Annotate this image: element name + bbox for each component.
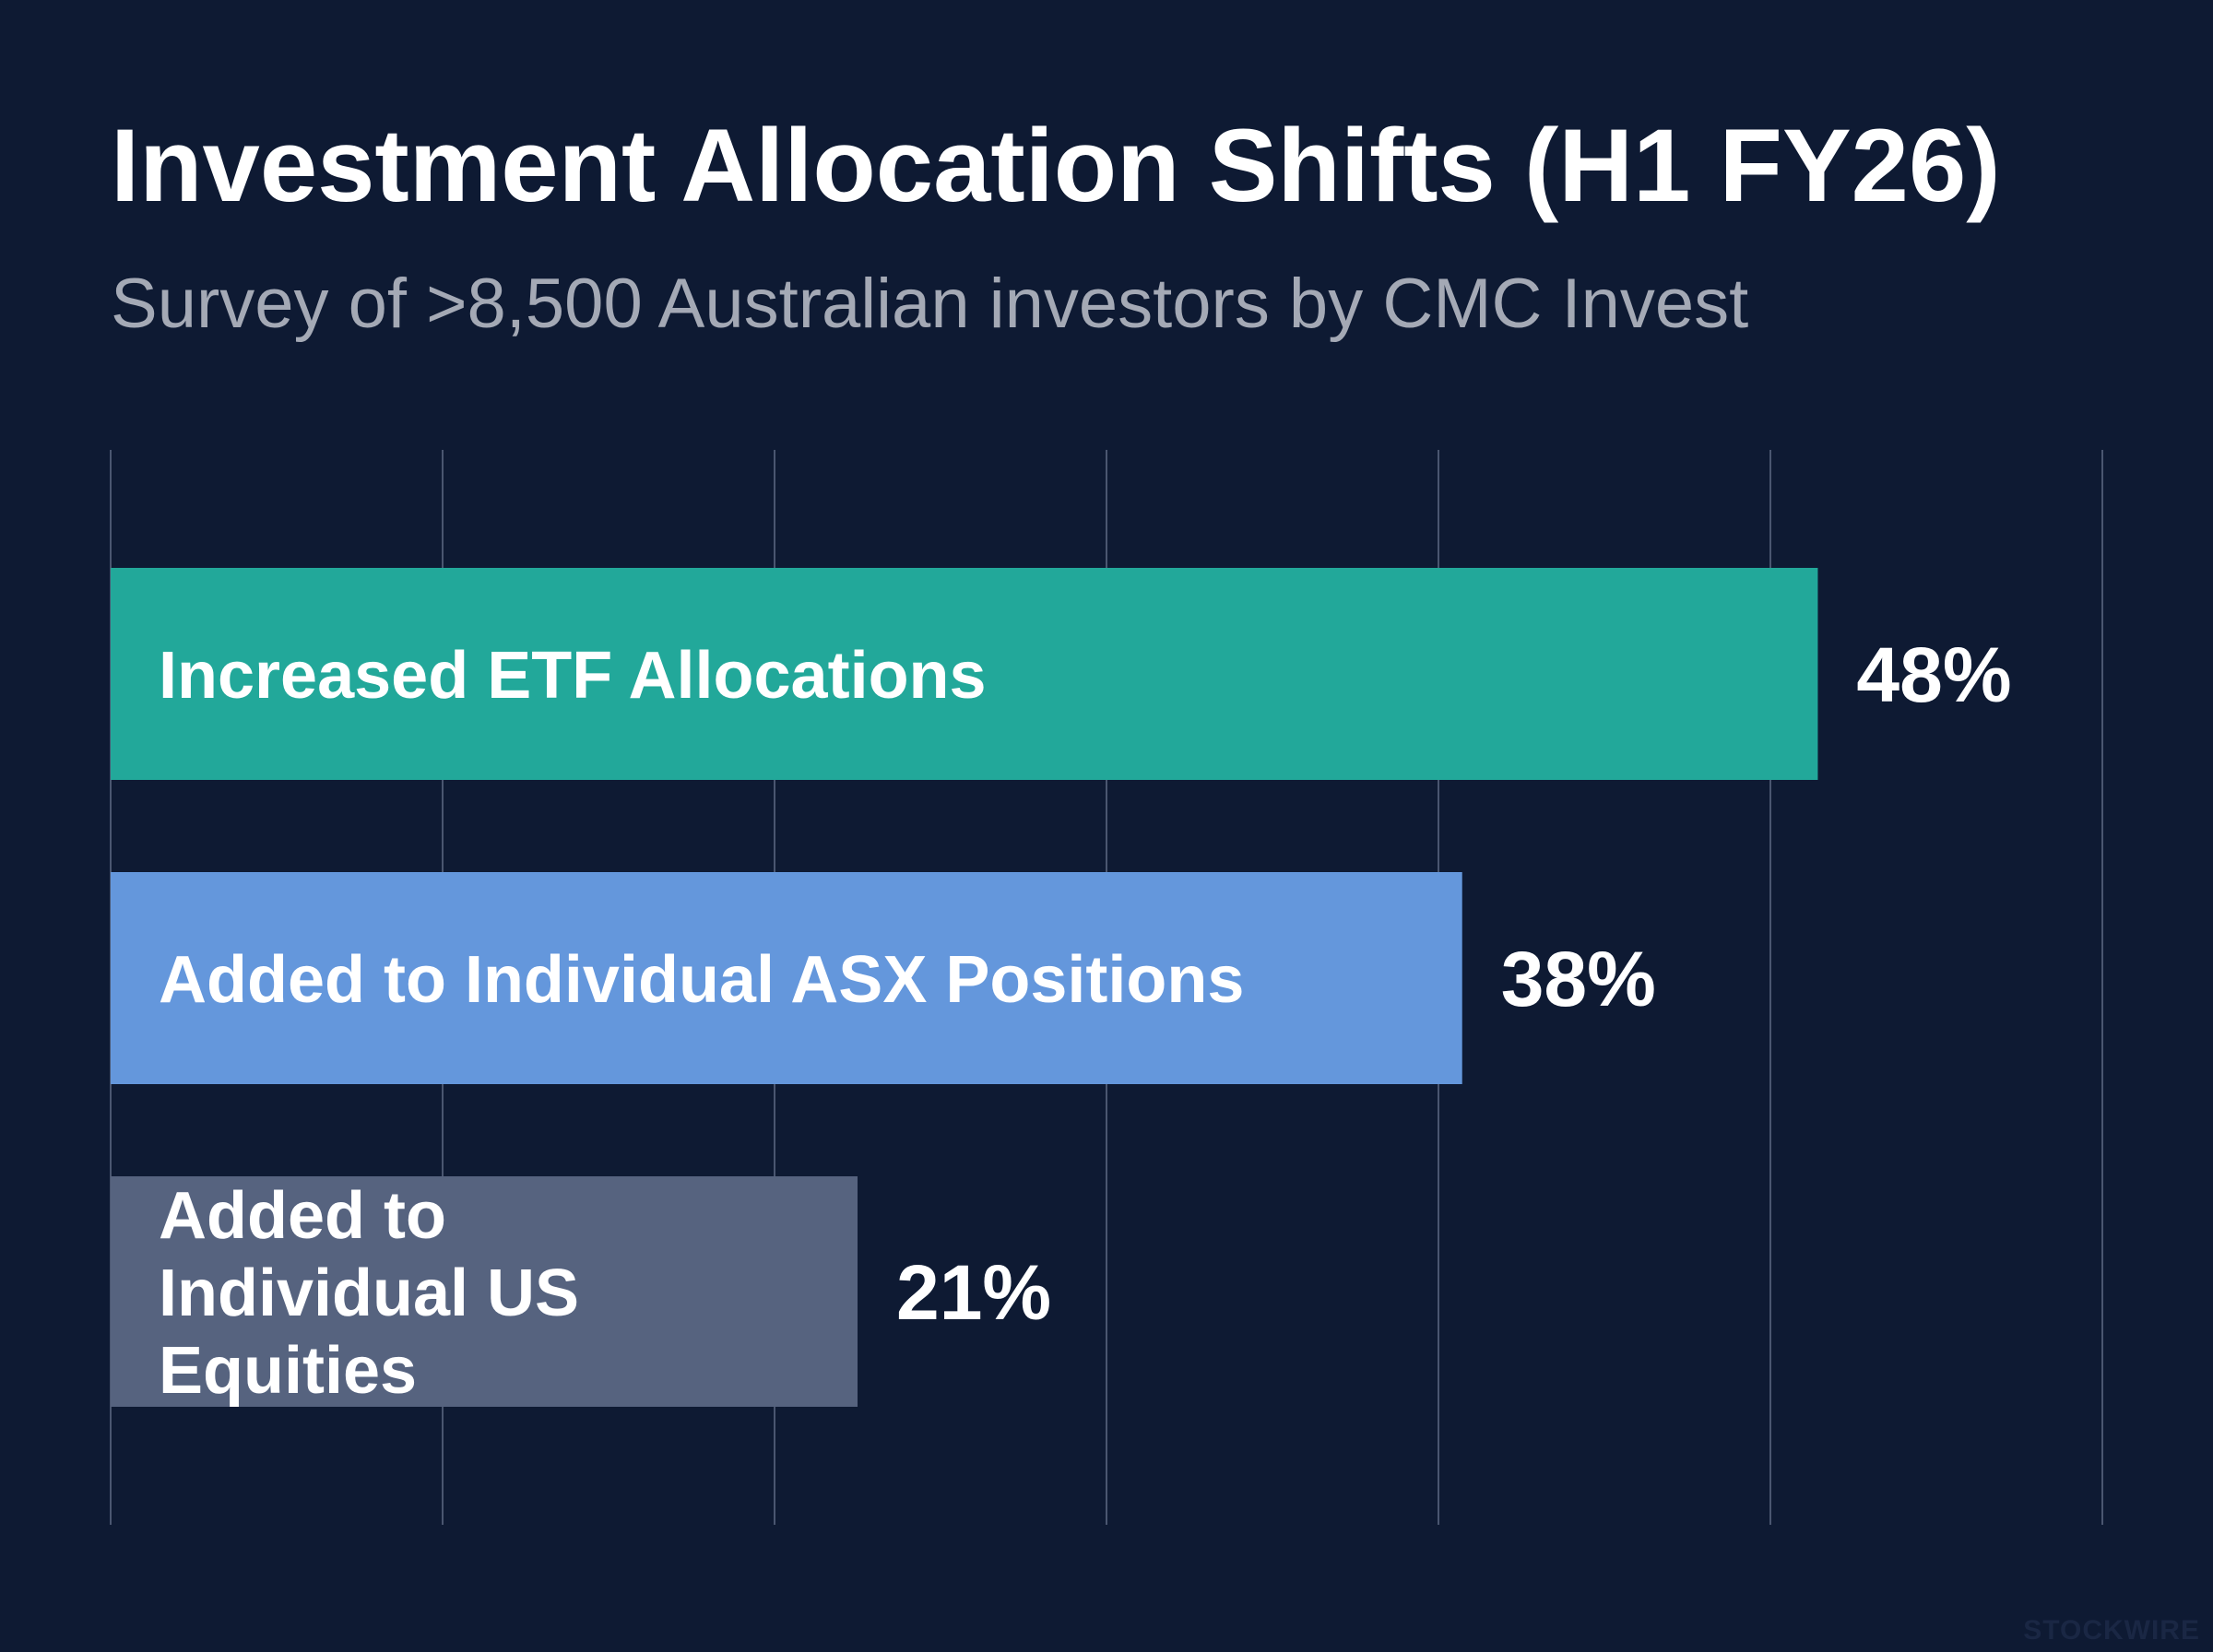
bar-group: Increased ETF Allocations 48% — [111, 568, 2012, 780]
chart-subtitle: Survey of >8,500 Australian investors by… — [111, 265, 1749, 343]
bar-category-label: Increased ETF Allocations — [159, 639, 987, 713]
bar-value-label: 38% — [1501, 936, 1656, 1022]
bars: Increased ETF Allocations 48% Added to Ind… — [111, 568, 2012, 1408]
bar — [111, 568, 1818, 780]
bar-value-label: 21% — [896, 1249, 1051, 1336]
bar — [111, 872, 1462, 1084]
bar-group: Added to Individual ASX Positions 38% — [111, 872, 1656, 1084]
bar-value-label: 48% — [1856, 631, 2011, 718]
bar-category-label: Added to Individual ASX Positions — [159, 943, 1244, 1017]
watermark: STOCKWIRE — [2023, 1615, 2200, 1646]
bar-category-label: Added to Individual US Equities — [159, 1179, 579, 1408]
chart-title: Investment Allocation Shifts (H1 FY26) — [111, 108, 2001, 223]
bar-group: Added to Individual US Equities 21% — [111, 1176, 1051, 1408]
bar — [111, 1176, 858, 1407]
